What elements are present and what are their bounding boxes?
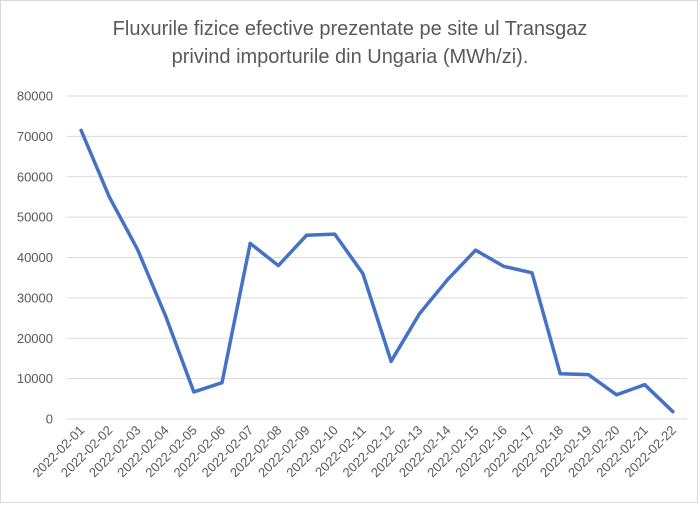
y-tick-label: 70000 [17,129,53,144]
chart-title: Fluxurile fizice efective prezentate pe … [1,15,699,71]
data-point [671,410,675,414]
data-point [502,264,506,268]
data-point [135,247,139,251]
y-tick-label: 20000 [17,331,53,346]
y-tick-label: 40000 [17,250,53,265]
y-axis-ticks: 0 10000 20000 30000 40000 50000 60000 70000 8000… [17,89,53,427]
data-point [643,383,647,387]
data-point [248,241,252,245]
y-tick-label: 80000 [17,89,53,104]
y-tick-label: 60000 [17,169,53,184]
chart-title-line-2: privind importurile din Ungaria (MWh/zi)… [171,46,529,68]
chart-title-line-1: Fluxurile fizice efective prezentate pe … [112,18,588,40]
data-point [586,373,590,377]
data-point [417,312,421,316]
data-point [305,233,309,237]
data-point [107,195,111,199]
data-point [192,390,196,394]
data-point [530,271,534,275]
data-point [220,381,224,385]
y-tick-label: 30000 [17,290,53,305]
data-point [79,128,83,132]
data-point [276,264,280,268]
data-point [474,248,478,252]
series-line [79,128,675,414]
x-axis-ticks: 2022-02-012022-02-022022-02-032022-02-04… [30,423,679,481]
gridlines [67,95,687,420]
y-tick-label: 0 [46,412,53,427]
series-layer [79,128,675,414]
data-point [164,314,168,318]
y-tick-label: 50000 [17,210,53,225]
data-point [558,372,562,376]
data-point [615,393,619,397]
data-point [389,359,393,363]
data-point [445,278,449,282]
y-tick-label: 10000 [17,371,53,386]
data-point [333,232,337,236]
data-point [361,272,365,276]
